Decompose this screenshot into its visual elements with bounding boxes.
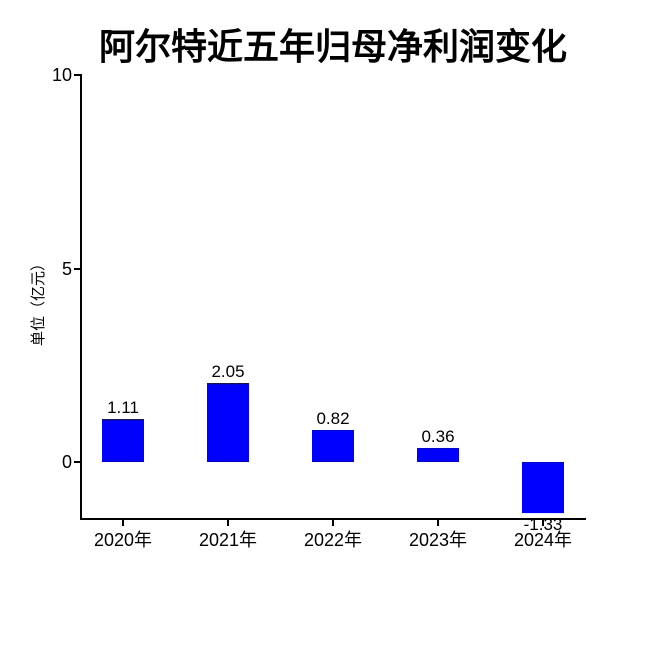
y-tick	[74, 268, 81, 270]
bar	[207, 383, 249, 462]
bar-value-label: 1.11	[107, 398, 139, 417]
chart-title: 阿尔特近五年归母净利润变化	[98, 26, 567, 67]
y-axis-line	[80, 74, 82, 520]
x-tick	[332, 519, 334, 526]
x-tick-label: 2021年	[198, 530, 258, 550]
x-tick	[542, 519, 544, 526]
y-tick	[74, 461, 81, 463]
x-tick-label: 2020年	[93, 530, 153, 550]
y-tick	[74, 74, 81, 76]
x-tick	[122, 519, 124, 526]
bar-value-label: 2.05	[211, 362, 245, 381]
bar	[522, 462, 564, 513]
x-tick-label: 2022年	[303, 530, 363, 550]
bar	[417, 448, 459, 462]
bar-value-label: -1.33	[523, 515, 563, 534]
x-tick-label: 2024年	[513, 530, 573, 550]
x-tick-label: 2023年	[408, 530, 468, 550]
y-tick-label: 10	[51, 65, 72, 85]
x-tick	[227, 519, 229, 526]
y-tick-label: 5	[61, 259, 72, 279]
bar-value-label: 0.36	[421, 427, 455, 446]
x-tick	[437, 519, 439, 526]
bar-value-label: 0.82	[316, 409, 350, 428]
y-axis-label: 单位（亿元）	[30, 256, 47, 347]
bar	[102, 419, 144, 462]
bar	[312, 430, 354, 462]
y-tick-label: 0	[61, 452, 72, 472]
